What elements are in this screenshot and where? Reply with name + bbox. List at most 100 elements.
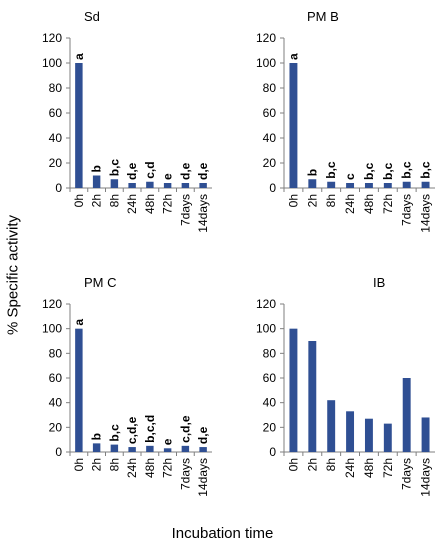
y-tick-label: 120 <box>42 297 62 311</box>
y-tick-label: 0 <box>55 181 62 195</box>
y-tick-label: 60 <box>49 371 63 385</box>
bar <box>346 411 355 452</box>
bar <box>383 183 392 188</box>
y-tick-label: 20 <box>263 156 277 170</box>
data-label: b <box>90 165 104 172</box>
y-tick-label: 60 <box>49 106 63 120</box>
x-tick-label: 2h <box>305 194 319 207</box>
data-label: d,e <box>178 162 192 180</box>
y-tick-label: 0 <box>269 181 276 195</box>
y-tick-label: 120 <box>256 31 276 45</box>
x-tick-label: 24h <box>125 194 139 214</box>
bar <box>199 447 207 452</box>
bar <box>346 183 355 188</box>
x-tick-label: 48h <box>143 194 157 214</box>
y-tick-label: 80 <box>263 81 277 95</box>
data-label: b,c <box>400 161 414 179</box>
x-tick-label: 8h <box>324 194 338 207</box>
data-label: b,c <box>107 424 121 442</box>
panel-sd: Sd 0 20 40 60 80 100 120 0h a 2h b 8h b,c 24h d,e 48h c,d… <box>42 9 212 233</box>
bar <box>92 175 101 188</box>
y-tick-label: 60 <box>263 106 277 120</box>
data-label: d,e <box>196 162 210 180</box>
bar <box>75 328 83 452</box>
bar <box>421 181 430 188</box>
bar <box>327 400 336 452</box>
data-label: a <box>72 53 86 60</box>
panel-title: Sd <box>84 9 100 24</box>
y-tick-label: 120 <box>42 31 62 45</box>
x-tick-label: 8h <box>107 458 121 471</box>
x-tick-label: 7days <box>178 194 192 226</box>
data-label: b,c <box>324 161 338 179</box>
x-tick-label: 7days <box>400 194 414 226</box>
bar <box>289 63 298 188</box>
y-tick-label: 20 <box>49 420 63 434</box>
bar <box>327 181 336 188</box>
data-label: c,d,e <box>125 416 139 444</box>
data-label: b,c <box>419 161 433 179</box>
data-label: b <box>90 433 104 440</box>
data-label: b,c <box>381 162 395 180</box>
bar <box>383 423 392 452</box>
panel-title: PM B <box>307 9 339 24</box>
bar <box>402 181 411 188</box>
y-tick-label: 80 <box>263 346 277 360</box>
bar <box>110 444 119 452</box>
y-tick-label: 40 <box>49 396 63 410</box>
data-label: c <box>343 173 357 180</box>
data-label: b,c <box>107 159 121 177</box>
data-label: e <box>161 438 175 445</box>
x-tick-label: 72h <box>381 458 395 478</box>
x-tick-label: 48h <box>362 194 376 214</box>
y-tick-label: 0 <box>269 445 276 459</box>
x-tick-label: 0h <box>72 194 86 207</box>
x-tick-label: 7days <box>400 458 414 490</box>
x-tick-label: 72h <box>161 458 175 478</box>
bar <box>163 183 172 188</box>
bar <box>289 328 298 452</box>
x-tick-label: 14days <box>419 194 433 233</box>
y-tick-label: 100 <box>42 56 62 70</box>
x-tick-label: 24h <box>343 194 357 214</box>
bar <box>181 183 190 188</box>
panel-title: IB <box>373 275 385 290</box>
bar <box>163 448 172 452</box>
y-axis-label: % Specific activity <box>4 214 22 336</box>
x-tick-label: 2h <box>305 458 319 471</box>
data-label: b <box>305 169 319 176</box>
panel-title: PM C <box>84 275 117 290</box>
bar <box>75 63 83 188</box>
bar <box>146 181 154 188</box>
y-axis-label-container: % Specific activity <box>2 160 24 390</box>
bar <box>128 447 136 452</box>
x-tick-label: 48h <box>143 458 157 478</box>
x-tick-label: 0h <box>286 194 300 207</box>
y-tick-label: 40 <box>263 131 277 145</box>
bar <box>364 418 373 452</box>
x-tick-label: 14days <box>196 458 210 497</box>
x-tick-label: 72h <box>381 194 395 214</box>
data-label: c,d <box>143 161 157 178</box>
x-tick-label: 14days <box>196 194 210 233</box>
x-tick-label: 72h <box>161 194 175 214</box>
bar <box>364 183 373 188</box>
data-label: d,e <box>125 162 139 180</box>
x-tick-label: 2h <box>90 194 104 207</box>
x-tick-label: 24h <box>343 458 357 478</box>
panel-pm-b: PM B 0 20 40 60 80 100 120 0h a 2h b 8h b,c 24h c 48h b,c… <box>256 9 435 233</box>
y-tick-label: 40 <box>263 396 277 410</box>
bar <box>308 341 317 452</box>
y-tick-label: 0 <box>55 445 62 459</box>
y-tick-label: 120 <box>256 297 276 311</box>
y-tick-label: 60 <box>263 371 277 385</box>
x-tick-label: 14days <box>419 458 433 497</box>
x-tick-label: 8h <box>107 194 121 207</box>
panel-pm-c: PM C 0 20 40 60 80 100 120 0h a 2h b 8h b,c 24h c,d,e 48… <box>42 275 212 497</box>
data-label: c,d,e <box>178 415 192 443</box>
x-tick-label: 2h <box>90 458 104 471</box>
bar <box>402 378 411 452</box>
bar <box>421 417 430 452</box>
y-tick-label: 80 <box>49 81 63 95</box>
